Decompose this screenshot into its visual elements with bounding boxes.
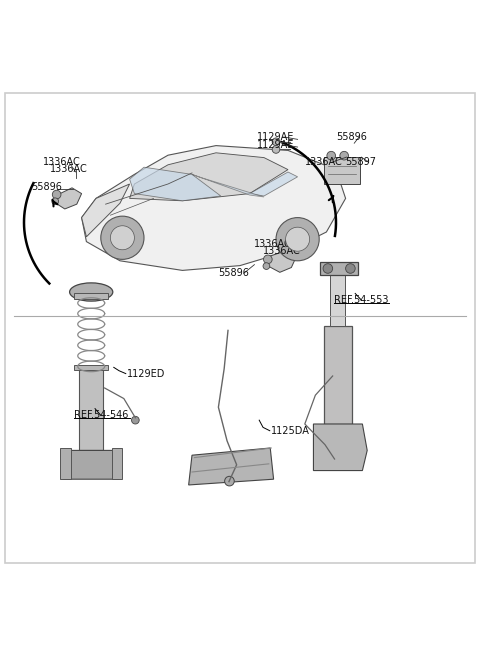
Polygon shape (265, 251, 296, 272)
Polygon shape (130, 167, 221, 201)
Circle shape (110, 226, 134, 250)
Polygon shape (63, 451, 119, 479)
Bar (320, 262, 358, 276)
Circle shape (323, 264, 333, 274)
Ellipse shape (70, 283, 113, 301)
Bar (324, 157, 360, 184)
Circle shape (286, 227, 310, 251)
Text: 1336AC: 1336AC (263, 246, 301, 256)
Text: 1336AC: 1336AC (43, 157, 81, 167)
Circle shape (340, 152, 348, 160)
Circle shape (264, 255, 272, 264)
Text: 1129AE: 1129AE (257, 140, 294, 150)
Text: 1336AC: 1336AC (305, 157, 343, 167)
Bar (330, 276, 345, 325)
Circle shape (346, 264, 355, 274)
Circle shape (132, 417, 139, 424)
Circle shape (225, 476, 234, 486)
Text: REF.54-546: REF.54-546 (74, 411, 129, 420)
Polygon shape (82, 184, 130, 237)
Text: 55896: 55896 (336, 132, 367, 142)
Text: 55897: 55897 (346, 157, 377, 167)
Polygon shape (192, 174, 264, 197)
Circle shape (327, 152, 336, 160)
Text: 1125DA: 1125DA (271, 426, 310, 436)
Polygon shape (313, 424, 367, 470)
Text: REF.54-553: REF.54-553 (334, 295, 388, 305)
Text: 1129AE: 1129AE (257, 132, 294, 142)
Text: 1129ED: 1129ED (127, 369, 166, 379)
Bar (79, 367, 103, 451)
Text: 1336AC: 1336AC (254, 239, 292, 249)
Circle shape (52, 190, 61, 199)
Text: 55896: 55896 (31, 182, 62, 192)
Polygon shape (54, 188, 82, 209)
Circle shape (52, 198, 59, 205)
Polygon shape (130, 153, 288, 201)
Polygon shape (250, 172, 298, 196)
Circle shape (272, 146, 280, 154)
Bar (74, 365, 108, 370)
Circle shape (263, 262, 270, 270)
Bar (60, 448, 71, 479)
Circle shape (101, 216, 144, 259)
Polygon shape (189, 448, 274, 485)
Polygon shape (82, 146, 346, 270)
Text: 55896: 55896 (218, 268, 249, 278)
Circle shape (272, 138, 280, 146)
Bar (112, 448, 122, 479)
Text: 1336AC: 1336AC (50, 163, 88, 174)
Bar (324, 325, 352, 424)
Circle shape (276, 218, 319, 261)
Bar (74, 293, 108, 299)
